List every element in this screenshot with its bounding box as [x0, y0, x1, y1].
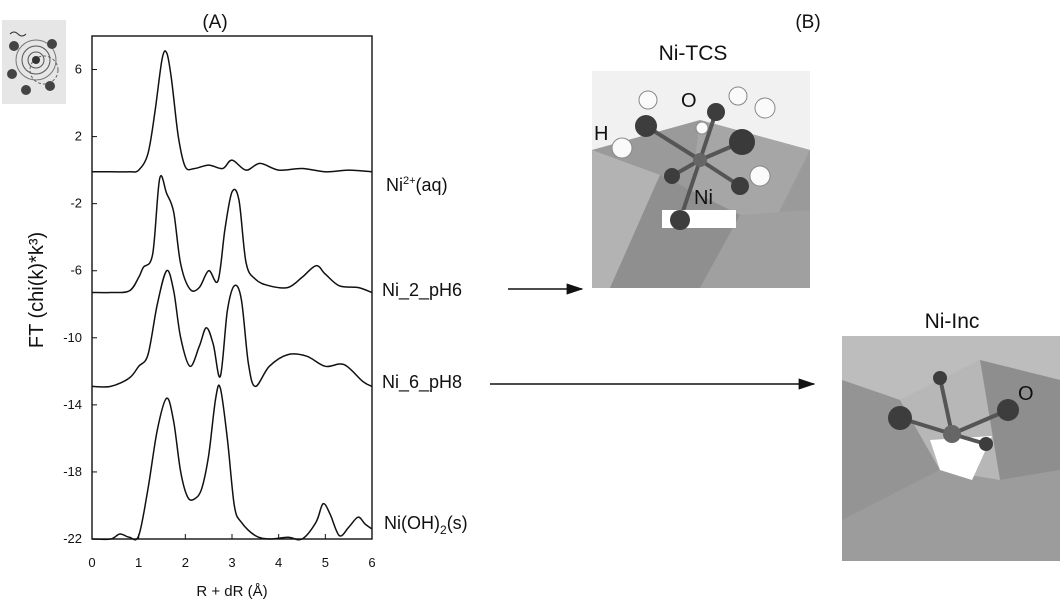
x-tick-label: 0	[88, 555, 95, 570]
series-label-ni-aq: Ni2+(aq)	[386, 175, 448, 195]
x-tick-label: 3	[228, 555, 235, 570]
y-tick-label: -6	[70, 263, 82, 278]
x-tick-label: 2	[182, 555, 189, 570]
series-label-ni-2-ph6: Ni_2_pH6	[382, 280, 462, 301]
ni-inc-structure-image	[842, 336, 1060, 561]
y-tick-label: -22	[63, 531, 82, 546]
x-tick-label: 1	[135, 555, 142, 570]
ni-tcs-atom-ni: Ni	[694, 187, 713, 209]
ni-tcs-atom-h: H	[594, 123, 608, 145]
series-line-ni-2-ph6	[91, 175, 373, 294]
series-line-ni-oh2	[91, 384, 373, 541]
y-axis-label: FT (chi(k)*k³)	[26, 232, 48, 348]
axis-ticks: 0 1 2 3 4 5 6-22-18-14-10-6-226	[63, 62, 375, 570]
y-tick-label: -10	[63, 330, 82, 345]
y-tick-label: -2	[70, 196, 82, 211]
ni-tcs-atom-o: O	[681, 90, 697, 112]
y-tick-label: -18	[63, 464, 82, 479]
y-tick-label: 2	[75, 129, 82, 144]
plot-series	[91, 50, 373, 541]
panel-b-label: (B)	[795, 12, 820, 33]
x-tick-label: 5	[322, 555, 329, 570]
ni-inc-atom-o: O	[1018, 383, 1034, 405]
y-tick-label: -14	[63, 397, 82, 412]
series-label-ni-6-ph8: Ni_6_pH8	[382, 372, 462, 393]
series-line-ni-6-ph8	[91, 269, 373, 388]
ni-tcs-title: Ni-TCS	[659, 42, 728, 65]
y-tick-label: 6	[75, 62, 82, 77]
panel-a-label: (A)	[202, 12, 227, 33]
series-label-ni-oh2: Ni(OH)2(s)	[384, 513, 468, 537]
ni-inc-title: Ni-Inc	[925, 310, 980, 333]
x-tick-label: 4	[275, 555, 282, 570]
series-line-ni-aq	[91, 50, 373, 173]
x-axis-label: R + dR (Å)	[196, 583, 267, 600]
ni-tcs-structure-image	[592, 71, 810, 288]
plot-frame	[91, 35, 373, 540]
x-tick-label: 6	[368, 555, 375, 570]
scattering-schematic-icon	[2, 20, 66, 104]
